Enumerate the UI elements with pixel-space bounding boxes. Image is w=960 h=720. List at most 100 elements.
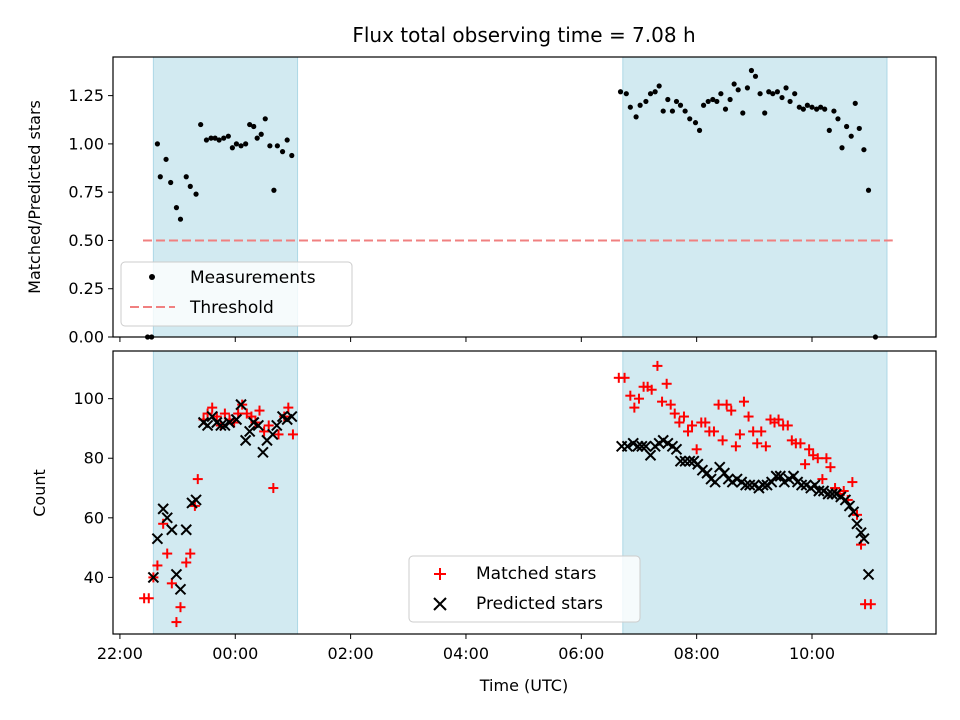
matched-star-point xyxy=(646,384,657,395)
measurement-point xyxy=(643,98,649,105)
predicted-star-point xyxy=(157,503,169,515)
measurement-point xyxy=(279,149,286,155)
x-b xyxy=(215,419,227,432)
measurement-point xyxy=(856,125,862,132)
x-b xyxy=(190,494,202,506)
x-b xyxy=(748,479,761,491)
matched-star-point xyxy=(175,602,186,613)
measurement-point xyxy=(221,135,227,141)
measurement-point xyxy=(700,102,707,108)
legend-predicted-label: Predicted stars xyxy=(476,594,603,614)
measurement-point xyxy=(861,147,867,153)
top-y-ticks: 0.00 0.25 0.50 0.75 1.00 1.25 xyxy=(68,86,113,347)
measurement-point xyxy=(687,116,693,122)
matched-star-point xyxy=(268,483,279,494)
measurement-point xyxy=(243,141,249,147)
measurement-point xyxy=(193,191,199,197)
measurement-point xyxy=(804,102,810,108)
bottom-legend-box xyxy=(408,555,641,623)
x-b xyxy=(826,488,838,500)
measurement-point xyxy=(617,89,624,95)
predicted-star-point xyxy=(862,568,875,581)
measurement-point xyxy=(774,89,780,95)
x-b xyxy=(795,479,808,491)
matched-star-point xyxy=(683,426,694,437)
x-b xyxy=(744,479,756,491)
measurement-point xyxy=(809,104,815,110)
matched-star-point xyxy=(734,429,745,440)
predicted-star-point xyxy=(701,467,713,479)
x-b xyxy=(843,500,856,512)
measurement-point xyxy=(735,87,741,93)
predicted-star-point xyxy=(166,524,178,536)
matched-star-point xyxy=(287,429,298,440)
x-b xyxy=(180,524,192,536)
predicted-star-point xyxy=(257,446,269,458)
legend-threshold-label: Threshold xyxy=(189,298,274,318)
measurement-point xyxy=(770,91,776,97)
measurement-point xyxy=(705,98,711,105)
x-b xyxy=(774,470,786,482)
predicted-star-point xyxy=(286,410,298,423)
measurement-point xyxy=(818,104,824,110)
x-b xyxy=(839,494,852,506)
x-tick-label: 08:00 xyxy=(674,644,720,663)
matched-star-point xyxy=(687,420,698,431)
measurement-point xyxy=(787,98,793,105)
matched-star-point xyxy=(691,444,702,455)
matched-star-point xyxy=(760,441,771,452)
x-b xyxy=(830,488,842,500)
x-b xyxy=(684,455,696,467)
predicted-star-point xyxy=(161,512,173,524)
measurement-point xyxy=(208,135,214,141)
measurement-point xyxy=(796,104,802,110)
predicted-star-point xyxy=(843,500,856,512)
x-b xyxy=(286,410,298,423)
matched-star-point xyxy=(171,617,182,628)
measurement-point xyxy=(710,96,716,103)
x-b xyxy=(718,467,731,479)
x-tick-label: 22:00 xyxy=(97,644,143,663)
predicted-star-point xyxy=(709,476,721,488)
measurement-point xyxy=(835,116,841,122)
predicted-star-point xyxy=(644,449,657,461)
measurement-point xyxy=(669,108,676,114)
matched-star-point xyxy=(678,411,689,422)
x-b xyxy=(166,524,178,536)
x-b xyxy=(235,398,247,411)
x-b xyxy=(674,455,687,467)
predicted-star-point xyxy=(239,434,252,447)
measurement-point xyxy=(844,123,850,130)
measurement-point xyxy=(762,110,768,116)
x-b xyxy=(147,571,160,584)
x-tick-label: 06:00 xyxy=(558,644,604,663)
top-panel: 0.00 0.25 0.50 0.75 1.00 1.25 Matched/Predict… xyxy=(25,56,937,347)
top-legend: Measurements Threshold xyxy=(120,261,353,327)
x-b xyxy=(696,464,709,476)
x-b xyxy=(271,419,283,432)
matched-star-point xyxy=(756,426,767,437)
matched-star-point xyxy=(782,420,793,431)
x-b xyxy=(679,455,691,467)
measurement-point xyxy=(722,106,729,112)
bottom-panel: 40 60 80 100 22:00 00:00 02:00 04:00 06:00 08:00… xyxy=(30,350,937,695)
matched-star-point xyxy=(825,462,836,473)
x-b xyxy=(161,512,173,524)
x-b xyxy=(662,437,674,450)
matched-star-point xyxy=(625,390,636,401)
x-b xyxy=(223,416,236,429)
matched-star-point xyxy=(152,560,163,571)
measurement-point xyxy=(757,91,763,97)
measurement-point xyxy=(157,174,163,180)
measurement-point xyxy=(271,187,277,193)
x-b xyxy=(170,568,183,581)
x-b xyxy=(800,479,812,491)
x-b xyxy=(252,419,265,432)
x-b xyxy=(276,410,289,423)
x-b xyxy=(657,434,669,447)
measurement-point xyxy=(831,108,837,114)
matched-star-point xyxy=(629,402,640,413)
predicted-star-point xyxy=(858,532,870,545)
predicted-star-point xyxy=(201,419,214,432)
predicted-star-point xyxy=(243,425,256,438)
